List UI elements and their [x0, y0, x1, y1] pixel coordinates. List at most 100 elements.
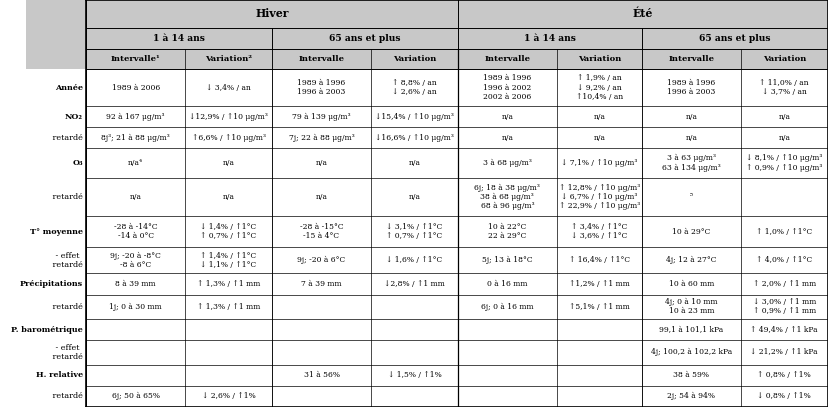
Text: 9j; -20 à -8°C
-8 à 6°C: 9j; -20 à -8°C -8 à 6°C	[111, 252, 161, 269]
Text: 5j; 13 à 18°C: 5j; 13 à 18°C	[482, 256, 533, 264]
Bar	[185, 217, 272, 247]
Bar	[185, 106, 272, 127]
Text: ↓ 21,2% / ↑1 kPa: ↓ 21,2% / ↑1 kPa	[750, 348, 818, 357]
Text: n/a: n/a	[779, 134, 790, 142]
Text: ↓ 1,6% / ↑1°C: ↓ 1,6% / ↑1°C	[386, 256, 443, 264]
Bar	[642, 274, 741, 295]
Text: 92 à 167 μg/m³: 92 à 167 μg/m³	[106, 112, 165, 120]
Text: retardé: retardé	[45, 193, 83, 201]
Bar	[185, 274, 272, 295]
Bar	[26, 177, 86, 217]
Bar	[272, 127, 371, 148]
Text: O₃: O₃	[72, 159, 83, 167]
Bar	[557, 319, 642, 340]
Text: 7 à 39 mm: 7 à 39 mm	[301, 280, 342, 288]
Bar	[371, 148, 458, 177]
Text: n/a: n/a	[316, 193, 327, 201]
Bar	[458, 127, 557, 148]
Text: n/a: n/a	[223, 159, 234, 167]
Text: ↑ 1,9% / an
↓ 9,2% / an
↑10,4% / an: ↑ 1,9% / an ↓ 9,2% / an ↑10,4% / an	[576, 74, 623, 101]
Text: Variation: Variation	[763, 55, 806, 63]
Text: 10 à 60 mm: 10 à 60 mm	[669, 280, 714, 288]
Bar	[557, 365, 642, 386]
Bar	[557, 127, 642, 148]
Bar	[642, 295, 741, 319]
Text: n/a: n/a	[408, 159, 420, 167]
Bar	[741, 319, 828, 340]
Text: -28 à -14°C
-14 à 0°C: -28 à -14°C -14 à 0°C	[114, 223, 158, 240]
Bar	[86, 28, 272, 49]
Bar	[185, 49, 272, 69]
Bar	[557, 69, 642, 106]
Bar	[458, 28, 642, 49]
Text: n/a: n/a	[686, 112, 697, 120]
Text: n/a: n/a	[593, 112, 605, 120]
Text: 4j; 12 à 27°C: 4j; 12 à 27°C	[666, 256, 716, 264]
Text: ↓ 2,6% / ↑1%: ↓ 2,6% / ↑1%	[202, 392, 255, 400]
Text: 2j; 54 à 94%: 2j; 54 à 94%	[667, 392, 715, 400]
Text: Intervalle: Intervalle	[668, 55, 715, 63]
Text: n/a: n/a	[501, 134, 514, 142]
Bar	[26, 127, 86, 148]
Bar	[86, 340, 185, 365]
Bar	[557, 295, 642, 319]
Text: ⁵: ⁵	[690, 193, 693, 201]
Bar	[458, 247, 557, 274]
Text: ↑ 2,0% / ↑1 mm: ↑ 2,0% / ↑1 mm	[753, 280, 816, 288]
Text: ↓12,9% / ↑10 μg/m³: ↓12,9% / ↑10 μg/m³	[189, 112, 268, 120]
Bar	[458, 69, 557, 106]
Text: ↓16,6% / ↑10 μg/m³: ↓16,6% / ↑10 μg/m³	[375, 134, 454, 142]
Text: 4j; 100,2 à 102,2 kPa: 4j; 100,2 à 102,2 kPa	[651, 348, 732, 357]
Text: 1989 à 1996
1996 à 2003: 1989 à 1996 1996 à 2003	[297, 79, 346, 96]
Bar	[458, 340, 557, 365]
Bar	[642, 365, 741, 386]
Bar	[741, 69, 828, 106]
Bar	[458, 274, 557, 295]
Bar	[642, 340, 741, 365]
Text: 10 à 29°C: 10 à 29°C	[672, 228, 711, 236]
Text: ↑ 4,0% / ↑1°C: ↑ 4,0% / ↑1°C	[756, 256, 813, 264]
Bar	[86, 386, 185, 407]
Text: 65 ans et plus: 65 ans et plus	[699, 34, 770, 43]
Bar	[185, 69, 272, 106]
Text: ↓15,4% / ↑10 μg/m³: ↓15,4% / ↑10 μg/m³	[375, 112, 454, 120]
Text: ↓ 3,1% / ↑1°C
↑ 0,7% / ↑1°C: ↓ 3,1% / ↑1°C ↑ 0,7% / ↑1°C	[386, 223, 443, 240]
Bar	[371, 177, 458, 217]
Text: 1 à 14 ans: 1 à 14 ans	[524, 34, 576, 43]
Bar	[741, 386, 828, 407]
Bar	[458, 386, 557, 407]
Bar	[272, 319, 371, 340]
Bar	[557, 247, 642, 274]
Text: n/a: n/a	[130, 193, 142, 201]
Bar	[86, 247, 185, 274]
Bar	[371, 295, 458, 319]
Bar	[741, 274, 828, 295]
Text: ↑ 0,8% / ↑1%: ↑ 0,8% / ↑1%	[757, 371, 811, 379]
Bar	[272, 217, 371, 247]
Text: n/a: n/a	[501, 112, 514, 120]
Bar	[642, 28, 828, 49]
Text: NO₂: NO₂	[65, 112, 83, 120]
Text: 7j; 22 à 88 μg/m³: 7j; 22 à 88 μg/m³	[288, 133, 354, 142]
Bar	[371, 319, 458, 340]
Text: 10 à 22°C
22 à 29°C: 10 à 22°C 22 à 29°C	[488, 223, 527, 240]
Bar	[86, 127, 185, 148]
Bar	[741, 177, 828, 217]
Bar	[185, 295, 272, 319]
Bar	[26, 386, 86, 407]
Text: retardé: retardé	[45, 303, 83, 311]
Bar	[642, 217, 741, 247]
Text: n/a: n/a	[408, 193, 420, 201]
Text: ↑ 49,4% / ↑1 kPa: ↑ 49,4% / ↑1 kPa	[750, 326, 818, 334]
Text: retardé: retardé	[45, 392, 83, 400]
Bar	[371, 386, 458, 407]
Bar	[86, 49, 185, 69]
Text: Variation: Variation	[393, 55, 436, 63]
Bar	[86, 69, 185, 106]
Bar	[185, 177, 272, 217]
Text: ↓ 3,4% / an: ↓ 3,4% / an	[206, 83, 251, 92]
Text: ↑5,1% / ↑1 mm: ↑5,1% / ↑1 mm	[569, 303, 630, 311]
Bar	[185, 319, 272, 340]
Bar	[26, 247, 86, 274]
Text: 6j; 18 à 38 μg/m³
38 à 68 μg/m³
68 à 96 μg/m³: 6j; 18 à 38 μg/m³ 38 à 68 μg/m³ 68 à 96 …	[475, 184, 540, 210]
